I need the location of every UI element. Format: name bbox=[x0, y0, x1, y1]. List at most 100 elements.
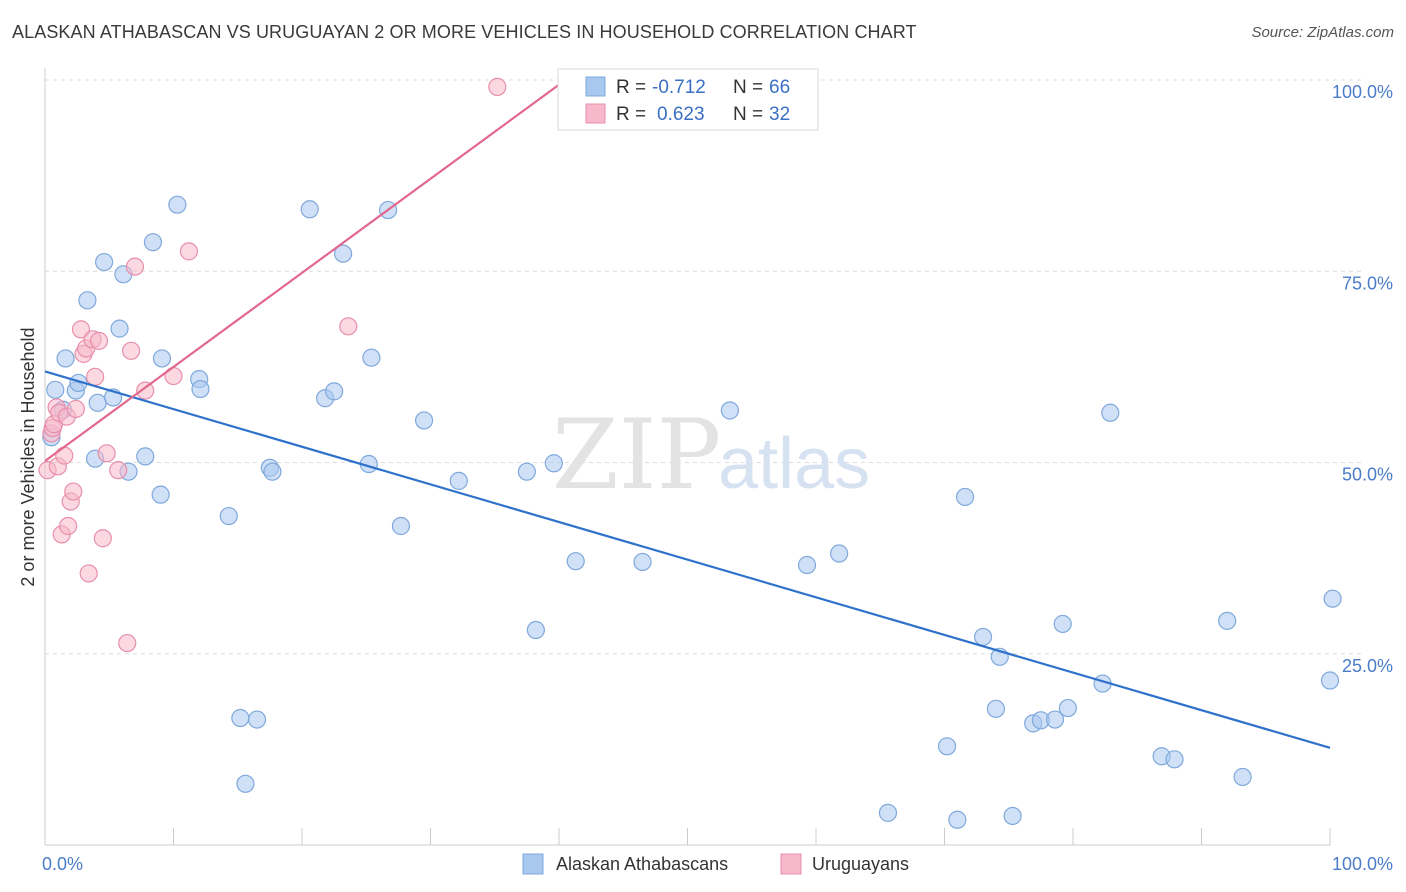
trend-lines bbox=[44, 79, 1331, 749]
point-uruguayan bbox=[59, 516, 78, 536]
watermark-zip: ZIP bbox=[552, 399, 721, 511]
x-tick-label-max: 100.0% bbox=[1332, 854, 1393, 874]
point-athabascan bbox=[78, 291, 97, 310]
point-uruguayan bbox=[64, 482, 83, 501]
legend-r-value-athabascan: -0.712 bbox=[652, 77, 706, 98]
gridlines bbox=[45, 79, 1365, 655]
point-athabascan bbox=[110, 319, 129, 338]
axes: 25.0% 50.0% 75.0% 100.0% 0.0% 100.0% bbox=[42, 68, 1393, 874]
point-uruguayan bbox=[109, 461, 128, 480]
legend-swatch-uruguayan bbox=[585, 103, 606, 124]
point-uruguayan bbox=[97, 444, 116, 463]
y-tick-label: 50.0% bbox=[1342, 465, 1393, 485]
point-athabascan bbox=[1323, 589, 1342, 608]
series-label-uruguayan: Uruguayans bbox=[812, 854, 909, 874]
point-uruguayan bbox=[93, 529, 112, 548]
legend-r-label-athabascan: R = bbox=[616, 77, 646, 98]
point-uruguayan bbox=[79, 564, 98, 583]
y-tick-label: 25.0% bbox=[1342, 656, 1393, 676]
series-legend: Alaskan Athabascans Uruguayans bbox=[522, 853, 909, 875]
point-athabascan bbox=[878, 803, 898, 822]
point-athabascan bbox=[219, 506, 238, 526]
series-swatch-uruguayan bbox=[780, 853, 802, 875]
point-athabascan bbox=[1053, 614, 1072, 634]
point-athabascan bbox=[334, 244, 353, 263]
point-athabascan bbox=[720, 401, 740, 420]
legend-swatch-athabascan bbox=[585, 76, 606, 97]
point-uruguayan bbox=[339, 317, 358, 336]
y-axis-label: 2 or more Vehicles in Household bbox=[18, 327, 38, 586]
point-athabascan bbox=[236, 774, 255, 793]
trend-line-athabascan bbox=[44, 370, 1331, 749]
legend-n-value-athabascan: 66 bbox=[769, 77, 790, 98]
point-athabascan bbox=[830, 544, 849, 563]
point-uruguayan bbox=[66, 399, 85, 419]
point-athabascan bbox=[391, 516, 411, 536]
point-uruguayan bbox=[136, 381, 155, 400]
point-athabascan bbox=[414, 411, 434, 430]
point-athabascan bbox=[973, 627, 993, 647]
point-athabascan bbox=[1165, 750, 1184, 769]
point-uruguayan bbox=[55, 446, 74, 465]
point-athabascan bbox=[986, 699, 1006, 718]
point-athabascan bbox=[263, 462, 282, 481]
point-athabascan bbox=[1218, 611, 1237, 630]
point-athabascan bbox=[526, 620, 545, 640]
point-uruguayan bbox=[488, 77, 507, 96]
point-uruguayan bbox=[121, 341, 141, 360]
point-athabascan bbox=[231, 708, 250, 728]
point-athabascan bbox=[247, 710, 267, 729]
point-athabascan bbox=[955, 487, 975, 507]
point-athabascan bbox=[566, 552, 585, 571]
point-uruguayan bbox=[86, 367, 105, 386]
point-athabascan bbox=[191, 379, 210, 399]
point-athabascan bbox=[136, 447, 155, 466]
point-athabascan bbox=[46, 380, 65, 399]
point-athabascan bbox=[449, 471, 468, 490]
point-athabascan bbox=[325, 382, 344, 401]
point-athabascan bbox=[1058, 698, 1077, 718]
point-uruguayan bbox=[71, 320, 91, 339]
legend-n-label-athabascan: N = bbox=[733, 77, 763, 98]
source-credit: Source: ZipAtlas.com bbox=[1251, 24, 1394, 41]
series-swatch-athabascan bbox=[522, 853, 544, 875]
point-athabascan bbox=[56, 349, 75, 368]
stats-legend: R = -0.712 N = 66 R = 0.623 N = 32 bbox=[557, 68, 819, 131]
y-tick-label: 100.0% bbox=[1332, 82, 1393, 102]
legend-r-label-uruguayan: R = bbox=[616, 104, 646, 125]
trend-line-uruguayan bbox=[44, 79, 567, 462]
point-uruguayan bbox=[89, 331, 109, 350]
series-label-athabascan: Alaskan Athabascans bbox=[556, 854, 728, 874]
point-athabascan bbox=[1320, 671, 1340, 690]
legend-n-label-uruguayan: N = bbox=[733, 104, 763, 125]
point-athabascan bbox=[143, 233, 163, 252]
point-uruguayan bbox=[118, 633, 137, 653]
point-athabascan bbox=[517, 462, 536, 481]
point-athabascan bbox=[95, 252, 114, 272]
point-athabascan bbox=[1045, 710, 1065, 729]
chart-title: ALASKAN ATHABASCAN VS URUGUAYAN 2 OR MOR… bbox=[12, 22, 917, 42]
watermark-atlas: atlas bbox=[718, 424, 870, 504]
point-athabascan bbox=[152, 349, 172, 368]
point-athabascan bbox=[300, 200, 319, 219]
point-athabascan bbox=[168, 195, 187, 214]
point-athabascan bbox=[948, 810, 967, 829]
x-tick-label-min: 0.0% bbox=[42, 854, 83, 874]
point-athabascan bbox=[797, 555, 817, 575]
point-uruguayan bbox=[125, 257, 145, 276]
y-tick-label: 75.0% bbox=[1342, 273, 1393, 293]
point-athabascan bbox=[937, 737, 957, 756]
legend-n-value-uruguayan: 32 bbox=[769, 104, 790, 125]
point-athabascan bbox=[1233, 767, 1252, 787]
point-athabascan bbox=[1101, 403, 1120, 422]
legend-r-value-uruguayan: 0.623 bbox=[657, 104, 705, 125]
point-athabascan bbox=[362, 348, 381, 367]
point-athabascan bbox=[151, 485, 170, 504]
point-athabascan bbox=[544, 454, 563, 473]
point-athabascan bbox=[88, 393, 107, 412]
point-athabascan bbox=[1003, 806, 1022, 826]
point-athabascan bbox=[633, 552, 652, 572]
watermark: ZIP atlas bbox=[552, 399, 870, 511]
point-uruguayan bbox=[179, 242, 199, 261]
